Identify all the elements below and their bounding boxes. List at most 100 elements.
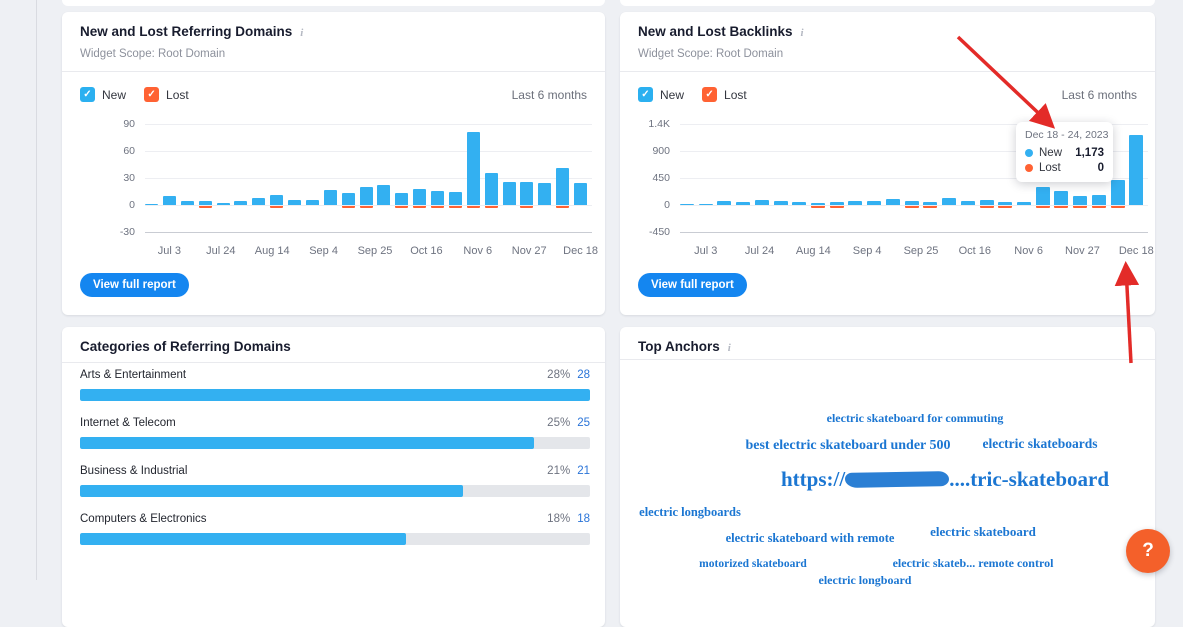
bar-lost[interactable] [413,206,427,208]
help-button[interactable]: ? [1126,529,1170,573]
bar-new[interactable] [811,202,826,205]
category-count-link[interactable]: 18 [577,513,590,525]
anchor-link[interactable]: electric skateboard [930,524,1036,539]
bar-lost[interactable] [448,206,462,208]
bar-new[interactable] [234,200,248,205]
bar-lost[interactable] [395,206,409,208]
bar-new[interactable] [792,202,807,205]
anchor-link[interactable]: electric skateb... remote control [892,556,1054,570]
new-checkbox[interactable]: ✓ [80,87,95,102]
bar-lost[interactable] [1091,206,1106,208]
anchor-link-url[interactable]: https:// ....tric-skateboard [781,467,1109,492]
bar-new[interactable] [998,202,1013,205]
bar-new[interactable] [904,200,919,205]
bar-new[interactable] [556,168,570,205]
bar-new[interactable] [180,201,194,205]
bar-new[interactable] [885,198,900,205]
bar-new[interactable] [1016,202,1031,205]
view-full-report-button[interactable]: View full report [638,273,747,297]
bar-new[interactable] [448,191,462,205]
bar-new[interactable] [413,188,427,205]
bar-lost[interactable] [359,206,373,208]
bar-new[interactable] [979,199,994,205]
gridline: 0 [664,199,1148,211]
bar-new[interactable] [680,204,694,205]
bar-new[interactable] [395,193,409,205]
bar-new[interactable] [848,200,863,205]
anchor-link[interactable]: electric skateboard for commuting [826,411,1004,425]
bar-new[interactable] [773,201,788,205]
bar-lost[interactable] [904,206,919,208]
bar-lost[interactable] [979,206,994,208]
bar-new[interactable] [1091,194,1106,205]
bar-new[interactable] [1110,179,1125,205]
bar-new[interactable] [502,181,516,205]
bar-new[interactable] [252,197,266,205]
bar-new[interactable] [216,203,230,205]
bar-new[interactable] [923,201,938,205]
view-full-report-button[interactable]: View full report [80,273,189,297]
bar-new[interactable] [305,199,319,205]
bar-lost[interactable] [811,206,826,208]
info-icon[interactable]: i [727,342,731,354]
tooltip-new-label: New [1039,147,1063,159]
bar-new[interactable] [574,182,588,205]
bar-new[interactable] [484,172,498,205]
bar-new[interactable] [1054,191,1069,205]
lost-checkbox[interactable]: ✓ [144,87,160,102]
x-axis-tick: Dec 18 [563,245,599,257]
bar-new[interactable] [359,187,373,205]
anchor-link[interactable]: electric skateboards [982,436,1098,451]
anchor-link[interactable]: motorized skateboard [699,558,807,570]
anchor-link[interactable]: best electric skateboard under 500 [745,438,951,453]
bar-new[interactable] [1035,187,1050,205]
info-icon[interactable]: i [300,27,304,39]
bar-new[interactable] [942,198,957,205]
bar-lost[interactable] [829,206,844,208]
anchor-link[interactable]: electric longboards [639,505,741,519]
bar-new[interactable] [960,200,975,205]
bar-lost[interactable] [270,206,284,208]
anchor-link[interactable]: electric skateboard with remote [725,531,895,545]
category-count-link[interactable]: 21 [577,465,590,477]
bar-new[interactable] [829,202,844,205]
new-checkbox[interactable]: ✓ [638,87,653,102]
bar-new[interactable] [538,182,552,205]
bar-lost[interactable] [923,206,938,208]
bar-new[interactable] [1073,196,1088,205]
bar-lost[interactable] [556,206,570,208]
bar-new[interactable] [162,196,176,205]
bar-new[interactable] [341,193,355,205]
bar-lost[interactable] [1073,206,1088,208]
lost-checkbox[interactable]: ✓ [702,87,718,102]
bar-new[interactable] [698,204,713,205]
info-icon[interactable]: i [800,27,804,39]
bar-new[interactable] [466,132,480,205]
bar-new[interactable] [431,190,445,205]
bar-new[interactable] [145,204,158,205]
bar-lost[interactable] [431,206,445,208]
bar-lost[interactable] [1054,206,1069,208]
bar-new[interactable] [1129,134,1144,205]
bar-new[interactable] [717,201,732,205]
bar-lost[interactable] [484,206,498,208]
bar-new[interactable] [198,201,212,205]
bar-new[interactable] [288,199,302,205]
bar-new[interactable] [867,201,882,205]
bar-lost[interactable] [341,206,355,208]
bar-new[interactable] [377,185,391,205]
bar-lost[interactable] [198,206,212,208]
bar-lost[interactable] [520,206,534,208]
bar-lost[interactable] [998,206,1013,209]
bar-lost[interactable] [1035,206,1050,208]
bar-new[interactable] [323,189,337,205]
bar-new[interactable] [736,201,751,205]
category-count-link[interactable]: 28 [577,369,590,381]
bar-lost[interactable] [466,206,480,208]
bar-new[interactable] [520,181,534,205]
category-count-link[interactable]: 25 [577,417,590,429]
bar-new[interactable] [754,199,769,205]
bar-new[interactable] [270,195,284,205]
anchor-link[interactable]: electric longboard [818,573,912,587]
bar-lost[interactable] [1110,206,1125,208]
